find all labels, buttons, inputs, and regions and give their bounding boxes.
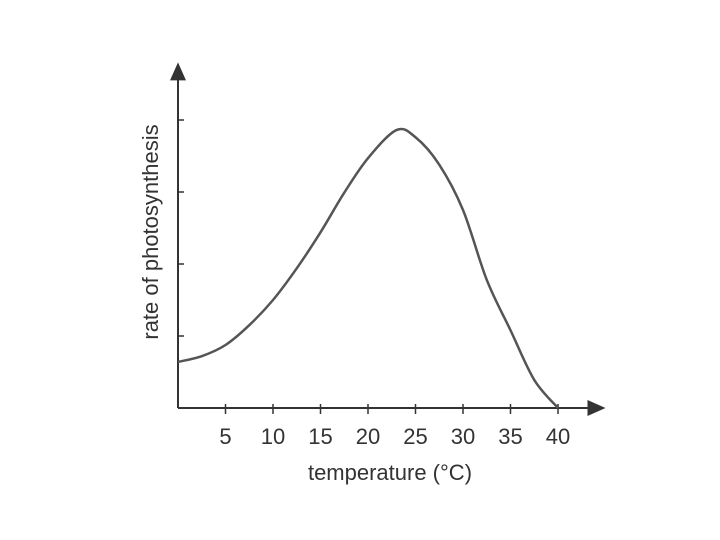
- x-tick-label: 40: [546, 424, 570, 449]
- x-tick-label: 20: [356, 424, 380, 449]
- curve: [177, 127, 559, 409]
- x-tick-label: 35: [498, 424, 522, 449]
- x-axis-arrow: [587, 400, 606, 416]
- y-axis-arrow: [170, 62, 186, 81]
- x-tick-label: 25: [403, 424, 427, 449]
- y-axis-label: rate of photosynthesis: [138, 124, 163, 339]
- x-tick-label: 15: [308, 424, 332, 449]
- x-tick-label: 30: [451, 424, 475, 449]
- x-tick-label: 5: [219, 424, 231, 449]
- x-axis-label: temperature (°C): [308, 460, 472, 485]
- x-tick-label: 10: [261, 424, 285, 449]
